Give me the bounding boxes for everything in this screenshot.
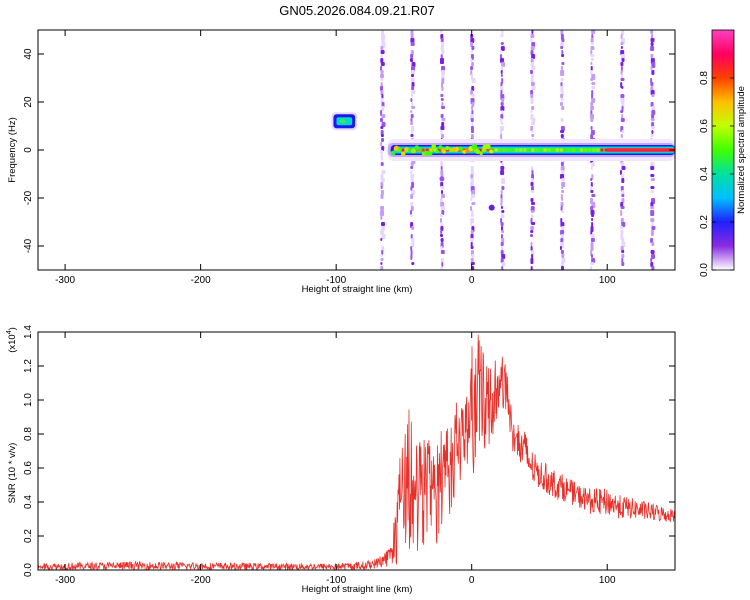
colorbar-tick-label: 0.4 — [699, 167, 710, 181]
spectrogram-y-label: Frequency (Hz) — [7, 117, 18, 182]
snr-y-tick-label: 0.6 — [23, 461, 34, 475]
colorbar-gradient — [712, 30, 734, 270]
snr-y-label: SNR (10 * v/v) — [7, 443, 18, 504]
spectrogram-y-tick-label: -20 — [23, 190, 34, 205]
snr-panel: -300 -200 -100 0 100 0.00.20.40.60.81.01.21.… — [6, 325, 675, 595]
snr-y-tick-label: 1.2 — [23, 359, 34, 373]
snr-y-tick-label: 0.4 — [23, 495, 34, 509]
colorbar-label: Normalized spectral amplitude — [736, 86, 747, 214]
spectrogram-y-tick-label: 0 — [23, 147, 34, 153]
spectrogram-x-label: Height of straight line (km) — [302, 284, 413, 295]
snr-frame — [38, 332, 675, 570]
snr-y-tick-label: 0.0 — [23, 563, 34, 577]
colorbar: 0.0 0.2 0.4 0.6 0.8 Normalized spectral ampl… — [699, 30, 747, 277]
spectrogram-x-tick-label: 100 — [599, 275, 616, 286]
spectrogram-x-tick-label: -300 — [55, 275, 75, 286]
snr-y-tick-label: 0.8 — [23, 427, 34, 441]
spectrogram-x-tick-label: 0 — [469, 275, 475, 286]
colorbar-tick-label: 0.6 — [699, 119, 710, 133]
snr-y-tick-label: 1.4 — [23, 325, 34, 339]
snr-x-tick-label: 0 — [469, 575, 475, 586]
snr-y-multiplier: (x104) — [6, 327, 18, 353]
snr-series-line — [38, 335, 675, 570]
snr-y-tick-label: 1.0 — [23, 393, 34, 407]
snr-y-ticks: 0.0 0.2 0.4 0.6 0.8 1.0 1.2 1.4 — [23, 325, 675, 577]
spectrogram-y-tick-label: 20 — [23, 96, 34, 108]
spectrogram-y-tick-label: 40 — [23, 48, 34, 60]
figure-title: GN05.2026.084.09.21.R07 — [279, 3, 434, 18]
colorbar-tick-label: 0.0 — [699, 263, 710, 277]
colorbar-tick-label: 0.2 — [699, 215, 710, 229]
colorbar-tick-label: 0.8 — [699, 71, 710, 85]
snr-x-label: Height of straight line (km) — [302, 584, 413, 595]
snr-x-tick-label: -300 — [55, 575, 75, 586]
spectrogram-image — [331, 30, 750, 272]
spectrogram-y-tick-label: -40 — [23, 238, 34, 253]
snr-x-tick-label: -200 — [191, 575, 211, 586]
spectrogram-x-tick-label: -200 — [191, 275, 211, 286]
snr-x-tick-label: 100 — [599, 575, 616, 586]
snr-y-tick-label: 0.2 — [23, 529, 34, 543]
